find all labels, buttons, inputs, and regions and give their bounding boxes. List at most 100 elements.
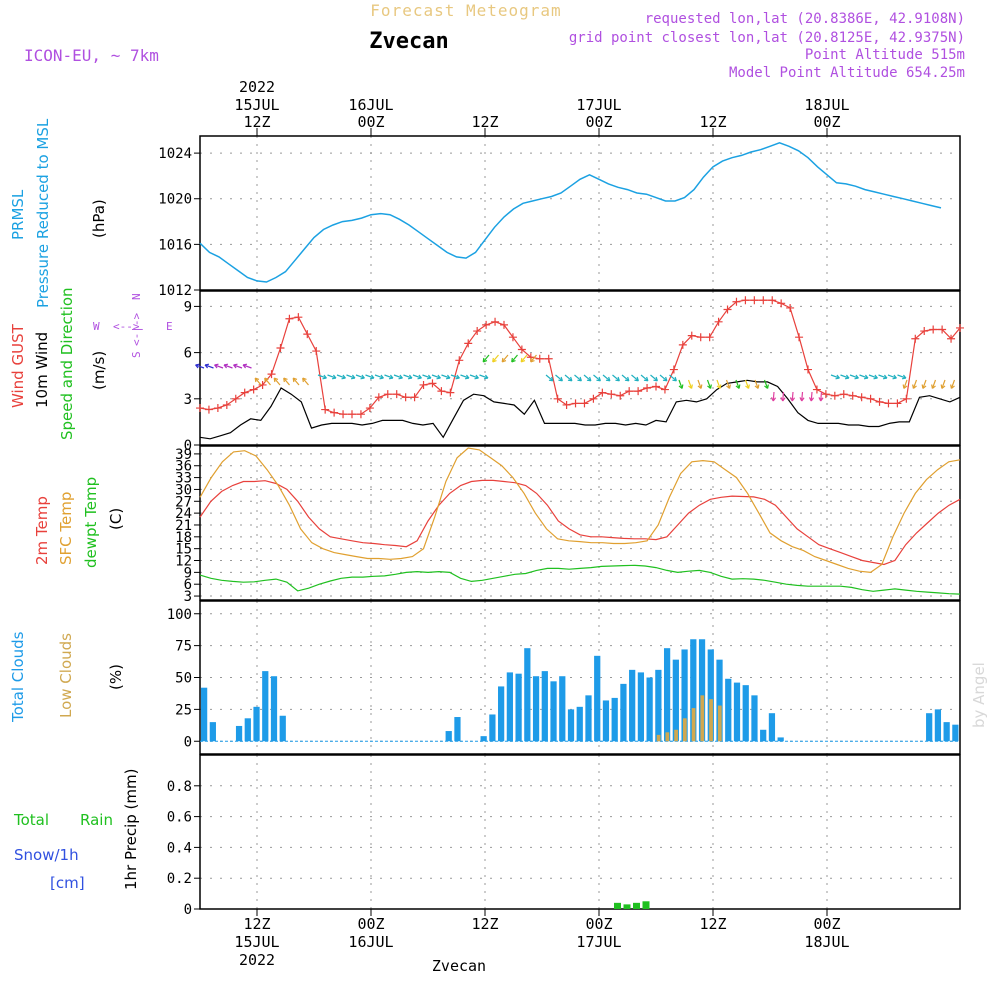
wind-arrow bbox=[254, 377, 262, 386]
y-tick-label: 0.6 bbox=[167, 810, 192, 826]
wind-arrow-head bbox=[735, 384, 741, 389]
compass-legend: W E <--> N S <-|-> bbox=[93, 293, 173, 358]
y-tick-label: 9 bbox=[184, 565, 192, 581]
wind-arrow bbox=[403, 374, 413, 379]
rain-bar bbox=[642, 901, 650, 909]
total-cloud-bar bbox=[742, 685, 749, 742]
wind-arrow bbox=[941, 379, 946, 389]
wind-label: 10m Wind bbox=[33, 332, 51, 408]
wind-arrow bbox=[469, 374, 479, 379]
wind-arrow-head bbox=[770, 397, 777, 402]
wind-arrow bbox=[283, 377, 290, 386]
gust-marker bbox=[553, 394, 562, 403]
gust-marker bbox=[410, 393, 419, 402]
gust-marker bbox=[598, 388, 607, 397]
wind-arrow-head bbox=[789, 397, 796, 402]
total-cloud-bar bbox=[707, 649, 714, 742]
wind-arrow bbox=[706, 379, 712, 389]
wind-arrow-head bbox=[586, 376, 592, 382]
wind-arrow bbox=[931, 379, 937, 389]
wind-arrow-head bbox=[707, 384, 712, 389]
gust-marker bbox=[517, 345, 526, 354]
wind-arrow-head bbox=[369, 374, 375, 380]
requested-coords: requested lon,lat (20.8386E, 42.9108N) bbox=[645, 11, 965, 27]
gust-marker bbox=[374, 393, 383, 402]
wind-arrow bbox=[801, 391, 804, 402]
y-tick-label: 30 bbox=[175, 482, 192, 498]
gust-marker bbox=[330, 408, 339, 417]
wind-arrow bbox=[292, 377, 300, 386]
y-tick-label: 3 bbox=[184, 392, 192, 408]
wind-arrow-head bbox=[273, 377, 279, 383]
total-cloud-bar bbox=[506, 672, 513, 742]
meteogram-title: Forecast Meteogram bbox=[370, 1, 561, 20]
temp-2m-line bbox=[199, 479, 961, 566]
gust-marker bbox=[830, 391, 839, 400]
wind-arrow bbox=[545, 374, 554, 382]
total-cloud-bar bbox=[716, 659, 723, 742]
gust-marker bbox=[804, 365, 812, 374]
wind-arrow-head bbox=[605, 376, 611, 382]
rain-label: Rain bbox=[80, 811, 113, 829]
total-cloud-bar bbox=[672, 659, 679, 742]
compass-vert-arrows: <-|-> bbox=[130, 313, 143, 346]
wind-arrow-head bbox=[854, 374, 859, 380]
y-tick-label: 6 bbox=[184, 577, 192, 593]
gust-marker bbox=[240, 388, 249, 397]
y-tick-label: 33 bbox=[175, 471, 192, 487]
wind-arrow bbox=[346, 374, 356, 379]
pressure-line bbox=[199, 142, 942, 283]
wind-arrow-head bbox=[950, 384, 955, 389]
pressure-panel: PRMSL Pressure Reduced to MSL (hPa) 1012… bbox=[9, 118, 961, 308]
y-tick-label: 0 bbox=[184, 734, 192, 750]
wind-arrow-head bbox=[254, 377, 260, 383]
wind-arrow-head bbox=[223, 363, 229, 369]
top-tick-hour: 12Z bbox=[243, 113, 270, 131]
gust-marker bbox=[419, 380, 428, 389]
wind-arrow-head bbox=[379, 374, 384, 380]
bottom-tick-hour: 12Z bbox=[243, 915, 270, 933]
total-cloud-bar bbox=[515, 673, 522, 742]
gust-marker bbox=[508, 333, 517, 342]
gust-line bbox=[199, 299, 961, 415]
gust-marker bbox=[866, 394, 875, 403]
wind-arrow bbox=[264, 377, 271, 386]
wind-arrow bbox=[384, 374, 394, 379]
y-tick-label: 0 bbox=[184, 902, 192, 918]
gust-marker bbox=[920, 327, 929, 336]
gust-marker bbox=[249, 385, 258, 394]
y-tick-label: 1016 bbox=[158, 237, 192, 253]
wind-arrow-head bbox=[464, 374, 470, 380]
wind-arrow-head bbox=[322, 374, 327, 380]
total-cloud-bar bbox=[235, 725, 243, 742]
wind-arrow-head bbox=[634, 376, 639, 382]
top-tick-hour: 00Z bbox=[585, 113, 612, 131]
dewpt-line bbox=[199, 564, 961, 595]
gust-marker bbox=[696, 333, 705, 342]
gust-marker bbox=[401, 393, 410, 402]
total-cloud-bar bbox=[279, 715, 286, 742]
wind-arrow-head bbox=[407, 374, 413, 380]
bottom-tick-date: 18JUL bbox=[804, 933, 849, 951]
wind-arrow bbox=[659, 374, 668, 382]
total-cloud-bar bbox=[663, 648, 671, 742]
y-tick-label: 24 bbox=[175, 506, 192, 522]
y-tick-label: 0.8 bbox=[167, 779, 192, 795]
location-title: Zvecan bbox=[369, 29, 448, 54]
gust-marker bbox=[723, 305, 732, 314]
bottom-tick-hour: 00Z bbox=[585, 915, 612, 933]
wind-arrow bbox=[273, 377, 281, 386]
wind-arrow bbox=[763, 379, 769, 389]
clouds-unit: (%) bbox=[107, 664, 125, 690]
wind-arrow-head bbox=[204, 363, 210, 369]
temp-sfc-line bbox=[199, 447, 961, 574]
wind-arrow bbox=[650, 374, 658, 382]
gust-marker bbox=[759, 296, 768, 305]
gust-marker bbox=[687, 331, 696, 340]
gust-marker bbox=[902, 394, 911, 403]
wind-arrow bbox=[593, 374, 601, 382]
gust-marker bbox=[196, 404, 204, 413]
low-cloud-bar bbox=[682, 718, 687, 742]
wind-arrow-head bbox=[716, 384, 722, 389]
